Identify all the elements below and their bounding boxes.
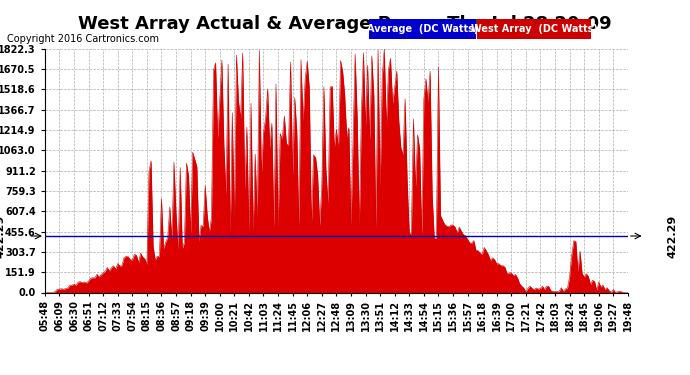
Text: West Array  (DC Watts): West Array (DC Watts) xyxy=(471,24,598,34)
Text: West Array Actual & Average Power Thu Jul 28 20:09: West Array Actual & Average Power Thu Ju… xyxy=(78,15,612,33)
Text: 422.29: 422.29 xyxy=(0,214,6,258)
Text: Average  (DC Watts): Average (DC Watts) xyxy=(367,24,478,34)
Text: Copyright 2016 Cartronics.com: Copyright 2016 Cartronics.com xyxy=(7,34,159,44)
Text: 422.29: 422.29 xyxy=(667,214,678,258)
